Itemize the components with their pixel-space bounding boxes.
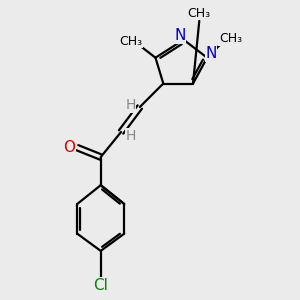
Text: CH₃: CH₃ [119,35,142,48]
Text: CH₃: CH₃ [188,7,211,20]
Text: O: O [63,140,75,155]
Text: Cl: Cl [93,278,108,293]
Text: H: H [125,129,136,143]
Text: N: N [205,46,217,61]
Text: CH₃: CH₃ [219,32,242,45]
Text: H: H [125,98,136,112]
Text: N: N [174,28,185,43]
